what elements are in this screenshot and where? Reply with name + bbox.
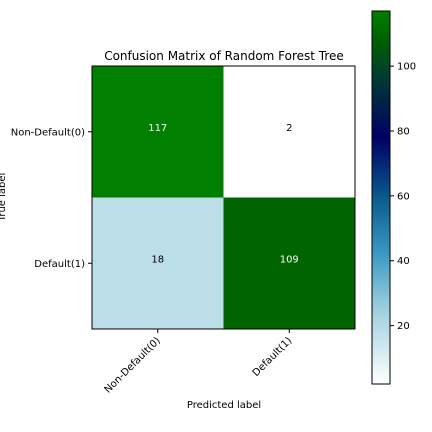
- cell-value-label: 2: [286, 123, 292, 134]
- heatmap-cell: [223, 197, 355, 329]
- y-tick-label: Default(1): [34, 259, 85, 270]
- colorbar-tick-label: 60: [397, 191, 410, 202]
- colorbar-tick-label: 40: [397, 256, 410, 267]
- y-tick-label: Non-Default(0): [11, 127, 85, 138]
- cell-value-label: 18: [151, 254, 164, 265]
- cell-value-label: 117: [148, 123, 167, 134]
- colorbar-tick-label: 100: [397, 62, 416, 73]
- colorbar-tick-label: 20: [397, 321, 410, 332]
- y-axis-ticks: Non-Default(0) Default(1): [11, 127, 92, 270]
- x-tick-label: Default(1): [251, 335, 295, 379]
- x-axis-ticks: Non-Default(0) Default(1): [103, 329, 295, 396]
- colorbar: 20 40 60 80 100: [371, 10, 416, 385]
- colorbar-gradient: [371, 10, 391, 385]
- x-tick-label: Non-Default(0): [103, 335, 163, 395]
- x-axis-label: Predicted label: [187, 400, 261, 411]
- chart-title: Confusion Matrix of Random Forest Tree: [104, 49, 344, 63]
- y-axis-label: True label: [0, 173, 8, 223]
- heatmap-cells: 117 2 18 109: [92, 66, 355, 329]
- heatmap-cell: [92, 197, 224, 329]
- heatmap-cell: [223, 66, 355, 198]
- colorbar-tick-label: 80: [397, 127, 410, 138]
- cell-value-label: 109: [280, 254, 299, 265]
- plot-frame: [91, 65, 356, 330]
- colorbar-ticks: 20 40 60 80 100: [390, 62, 416, 332]
- heatmap-cell: [92, 66, 224, 198]
